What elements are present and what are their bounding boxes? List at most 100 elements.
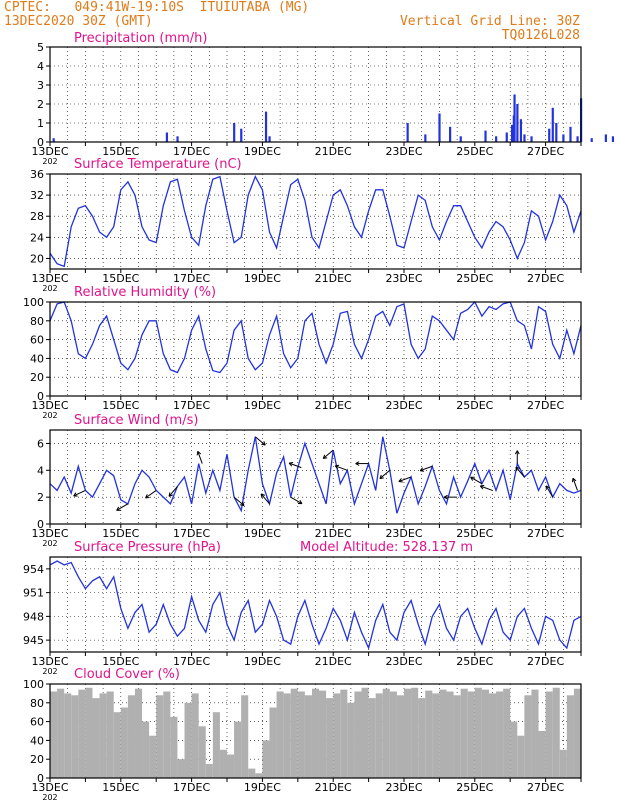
x-tick-label: 19DEC	[244, 272, 281, 285]
wind-arrow-head	[335, 464, 340, 467]
cloud-bar	[382, 688, 390, 778]
x-tick-label: 19DEC	[244, 781, 281, 794]
wind-arrow-head	[516, 450, 520, 455]
y-tick-label: 4	[37, 60, 44, 73]
y-tick-label: 1	[37, 117, 44, 130]
x-tick-label: 25DEC	[456, 399, 493, 412]
wind-arrow-head	[323, 457, 328, 459]
wind-arrow-head	[470, 476, 474, 481]
wind-arrow-shaft	[572, 478, 578, 491]
panel-frame	[49, 683, 582, 779]
y-tick-label: 32	[30, 189, 44, 202]
x-tick-label: 15DEC	[102, 781, 139, 794]
cloud-bar	[191, 693, 199, 778]
x-tick-label: 17DEC	[173, 399, 210, 412]
series-line	[49, 300, 582, 374]
cloud-bar	[113, 712, 121, 778]
precip-bar	[555, 123, 558, 142]
wind-arrow-shaft	[480, 485, 493, 491]
x-tick-label: 21DEC	[315, 781, 352, 794]
x-tick-label: 27DEC	[527, 655, 564, 668]
x-year-label: 202	[42, 667, 57, 676]
x-tick-label: 23DEC	[385, 399, 422, 412]
wind-arrow-head	[260, 493, 263, 498]
cloud-bar	[460, 688, 468, 778]
cloud-bar	[71, 695, 79, 778]
cloud-bar	[227, 754, 235, 778]
cloud-bar	[439, 689, 447, 778]
y-tick-label: 948	[23, 610, 44, 623]
x-tick-label: 25DEC	[456, 527, 493, 540]
cloud-bar	[304, 695, 312, 778]
cloud-bar	[142, 721, 150, 778]
wind-arrow-head	[514, 450, 518, 455]
wind-arrow-head	[419, 467, 424, 472]
cloud-bar	[276, 691, 284, 778]
cloud-bar	[106, 691, 114, 778]
wind-arrow-shaft	[334, 465, 348, 471]
panel-title: Surface Wind (m/s)	[74, 413, 198, 428]
x-tick-label: 19DEC	[244, 655, 281, 668]
wind-arrow-head	[145, 494, 148, 499]
wind-arrow-head	[289, 462, 294, 464]
x-tick-label: 19DEC	[244, 527, 281, 540]
cloud-bar	[269, 707, 277, 778]
x-tick-label: 13DEC	[31, 399, 68, 412]
precip-bar	[52, 138, 55, 142]
x-tick-label: 27DEC	[527, 399, 564, 412]
precip-bar	[233, 123, 236, 142]
wind-arrow-head	[355, 463, 360, 466]
y-tick-label: 40	[30, 734, 44, 747]
x-tick-label: 15DEC	[102, 527, 139, 540]
wind-arrow-head	[379, 477, 384, 480]
precip-bar	[459, 136, 462, 142]
wind-arrow-head	[515, 466, 520, 469]
panel-title: Relative Humidity (%)	[74, 285, 216, 300]
x-tick-label: 19DEC	[244, 399, 281, 412]
y-tick-label: 2	[37, 98, 44, 111]
precip-bar	[604, 134, 607, 142]
precip-bar	[449, 126, 452, 142]
precip-bar	[569, 126, 572, 142]
cloud-bar	[283, 693, 291, 778]
cloud-bar	[552, 687, 560, 778]
y-tick-label: 80	[30, 697, 44, 710]
cloud-bar	[432, 693, 440, 778]
x-tick-label: 13DEC	[31, 781, 68, 794]
cloud-bar	[255, 773, 263, 778]
x-tick-label: 21DEC	[315, 145, 352, 158]
precip-bar	[165, 132, 169, 142]
wind-arrow-head	[515, 466, 518, 472]
x-tick-label: 27DEC	[527, 781, 564, 794]
panel-title: Precipitation (mm/h)	[74, 31, 207, 46]
y-tick-label: 60	[30, 716, 44, 729]
wind-arrow-head	[571, 478, 574, 483]
x-tick-label: 15DEC	[102, 399, 139, 412]
cloud-bar	[333, 693, 341, 778]
x-tick-label: 21DEC	[315, 399, 352, 412]
wind-arrow-head	[480, 484, 485, 487]
cloud-bar	[496, 691, 504, 778]
cloud-bar	[177, 759, 185, 778]
cloud-bar	[446, 691, 454, 778]
cloud-bar	[566, 695, 574, 778]
cloud-bar	[290, 688, 298, 778]
y-tick-label: 2	[37, 491, 44, 504]
x-tick-label: 21DEC	[315, 655, 352, 668]
x-tick-label: 27DEC	[527, 527, 564, 540]
cloud-bar	[396, 695, 404, 778]
header-model: TQ0126L028	[501, 28, 580, 43]
panel-title: Cloud Cover (%)	[74, 667, 180, 682]
precip-bar	[611, 136, 615, 142]
cloud-bar	[467, 691, 475, 778]
cloud-bar	[234, 721, 242, 778]
x-tick-label: 23DEC	[385, 145, 422, 158]
precip-bar	[530, 136, 533, 142]
wind-arrow-head	[288, 462, 293, 467]
wind-arrow-head	[334, 465, 339, 470]
wind-arrow-head	[261, 443, 266, 446]
x-tick-label: 17DEC	[173, 655, 210, 668]
wind-arrow-head	[260, 493, 266, 496]
cloud-bar	[170, 716, 178, 778]
cloud-bar	[50, 691, 58, 778]
